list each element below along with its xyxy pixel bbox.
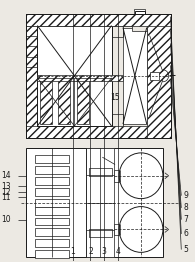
Text: 3: 3 [102, 247, 107, 256]
Bar [86, 148, 114, 257]
Text: 4: 4 [116, 247, 121, 256]
Bar [150, 72, 159, 80]
Text: 10: 10 [1, 215, 11, 224]
Text: 8: 8 [183, 203, 188, 212]
Text: 15: 15 [110, 93, 120, 102]
Bar [35, 177, 69, 185]
Text: 2: 2 [88, 247, 93, 256]
Text: 5: 5 [183, 245, 188, 254]
Bar [35, 166, 69, 174]
Text: 13: 13 [1, 182, 11, 191]
Bar [26, 126, 170, 138]
Bar [35, 228, 69, 236]
Bar [26, 14, 37, 138]
Bar [35, 188, 69, 196]
Bar [134, 9, 145, 17]
Bar [40, 80, 52, 124]
Bar [114, 223, 119, 236]
Bar [37, 26, 112, 126]
Bar [123, 28, 147, 124]
Bar [77, 80, 89, 124]
Bar [37, 75, 123, 81]
Bar [135, 11, 145, 23]
Text: 1: 1 [70, 247, 75, 256]
Bar [114, 170, 119, 182]
Bar [26, 148, 163, 257]
Text: 14: 14 [1, 171, 11, 180]
Bar [89, 168, 112, 176]
Bar [26, 14, 170, 26]
Bar [35, 155, 69, 163]
Text: 9: 9 [183, 191, 188, 200]
Text: 12: 12 [1, 188, 11, 197]
Text: 11: 11 [1, 193, 11, 202]
Bar [26, 14, 170, 138]
Bar [35, 199, 69, 207]
Bar [35, 239, 69, 247]
Text: 7: 7 [183, 215, 188, 224]
Bar [26, 14, 170, 26]
Bar [132, 14, 147, 31]
Bar [58, 80, 70, 124]
Bar [35, 207, 69, 215]
Bar [147, 14, 170, 138]
Bar [35, 217, 69, 226]
Bar [89, 230, 112, 237]
Text: 6: 6 [183, 230, 188, 238]
Bar [35, 250, 69, 258]
